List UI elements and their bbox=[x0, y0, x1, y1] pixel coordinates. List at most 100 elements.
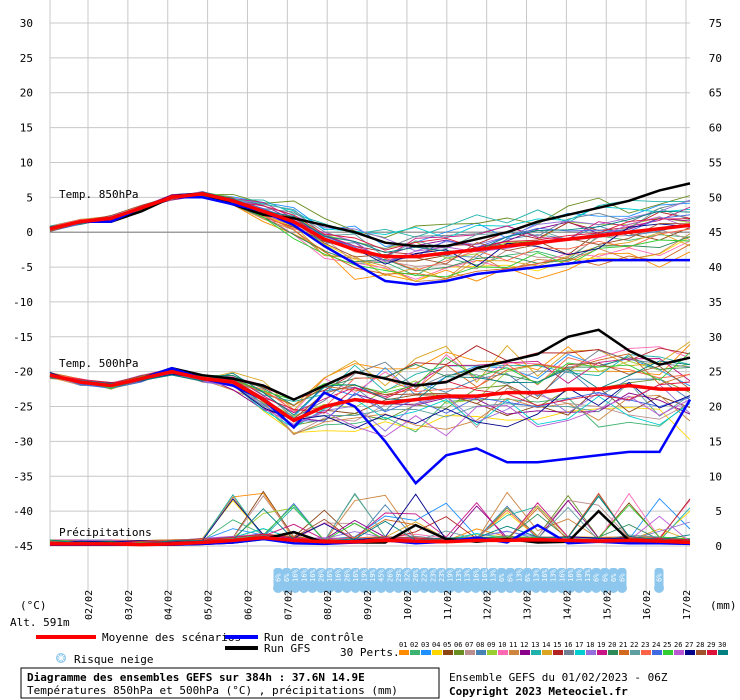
x-date-label: 09/02 bbox=[363, 590, 374, 620]
snow-risk-label: 13% bbox=[464, 569, 472, 582]
snow-risk-label: 19% bbox=[369, 569, 377, 582]
snow-risk-label: 26% bbox=[343, 569, 351, 582]
snow-risk-label: 16% bbox=[567, 569, 575, 582]
snow-risk-label: 16% bbox=[558, 569, 566, 582]
snow-risk-item: 23% bbox=[436, 568, 447, 593]
pert-swatch bbox=[487, 650, 497, 655]
snow-risk-label: 23% bbox=[429, 569, 437, 582]
right-tick-label: 70 bbox=[709, 52, 722, 65]
snow-risk-item: 16% bbox=[350, 568, 361, 593]
right-tick-label: 50 bbox=[709, 191, 722, 204]
snowflake-icon bbox=[410, 583, 421, 593]
snowflake-icon bbox=[393, 583, 404, 593]
snow-risk-item: 16% bbox=[333, 568, 344, 593]
panel-label-500: Temp. 500hPa bbox=[59, 357, 138, 370]
left-tick-label: -35 bbox=[13, 470, 33, 483]
snow-risk-label: 16% bbox=[352, 569, 360, 582]
snow-risk-label: 19% bbox=[361, 569, 369, 582]
left-tick-label: -15 bbox=[13, 331, 33, 344]
snow-risk-item: 13% bbox=[548, 568, 559, 593]
snow-risk-label: 16% bbox=[292, 569, 300, 582]
pert-number: 21 bbox=[619, 641, 627, 649]
right-tick-label: 25 bbox=[709, 366, 722, 379]
snow-risk-item: 6% bbox=[608, 568, 619, 593]
snowflake-icon bbox=[608, 583, 619, 593]
snow-risk-item: 16% bbox=[307, 568, 318, 593]
legend: Moyenne des scénarios Run de contrôle Ru… bbox=[36, 631, 728, 666]
snow-risk-label: 16% bbox=[300, 569, 308, 582]
pert-number: 15 bbox=[553, 641, 561, 649]
snowflake-icon bbox=[350, 583, 361, 593]
snowflake-icon bbox=[599, 583, 610, 593]
left-tick-label: 10 bbox=[20, 156, 33, 169]
pert-swatch bbox=[597, 650, 607, 655]
snow-risk-label: 19% bbox=[447, 569, 455, 582]
left-unit-label: (°C) bbox=[20, 599, 47, 612]
snowflake-icon bbox=[333, 583, 344, 593]
snow-risk-label: 13% bbox=[515, 569, 523, 582]
pert-swatch bbox=[531, 650, 541, 655]
snow-risk-label: 6% bbox=[593, 573, 601, 582]
pert-swatch bbox=[674, 650, 684, 655]
pert-swatch bbox=[685, 650, 695, 655]
right-tick-label: 60 bbox=[709, 122, 722, 135]
snow-risk-item: 6% bbox=[522, 568, 533, 593]
right-unit-label: (mm) bbox=[710, 599, 737, 612]
snow-risk-item: 26% bbox=[341, 568, 352, 593]
snowflake-icon bbox=[427, 583, 438, 593]
pert-number: 11 bbox=[509, 641, 517, 649]
pert-swatch bbox=[520, 650, 530, 655]
snow-risk-label: 16% bbox=[335, 569, 343, 582]
snow-risk-item: 19% bbox=[367, 568, 378, 593]
pert-number: 26 bbox=[674, 641, 682, 649]
snow-risk-item: 13% bbox=[582, 568, 593, 593]
snow-risk-item: 16% bbox=[470, 568, 481, 593]
x-date-label: 03/02 bbox=[124, 590, 135, 620]
pert-swatch bbox=[476, 650, 486, 655]
snowflake-icon bbox=[341, 583, 352, 593]
right-tick-label: 45 bbox=[709, 226, 722, 239]
pert-number: 09 bbox=[487, 641, 495, 649]
pert-swatch bbox=[421, 650, 431, 655]
pert-number: 22 bbox=[630, 641, 638, 649]
snowflake-icon bbox=[565, 583, 576, 593]
pert-number: 18 bbox=[586, 641, 594, 649]
pert-swatch bbox=[564, 650, 574, 655]
snow-risk-item: 10% bbox=[574, 568, 584, 593]
altitude-label: Alt. 591m bbox=[10, 616, 70, 629]
snow-risk-label: 6% bbox=[610, 573, 618, 582]
pert-swatch bbox=[619, 650, 629, 655]
pert-swatch bbox=[608, 650, 618, 655]
pert-number: 02 bbox=[410, 641, 418, 649]
pert-number: 29 bbox=[707, 641, 715, 649]
pert-number: 17 bbox=[575, 641, 583, 649]
pert-number: 08 bbox=[476, 641, 484, 649]
snow-risk-label: 6% bbox=[498, 573, 506, 582]
snow-risk-label: 6% bbox=[601, 573, 609, 582]
legend-gfs-label: Run GFS bbox=[264, 642, 310, 655]
grid bbox=[49, 0, 690, 602]
pert-swatch bbox=[641, 650, 651, 655]
left-tick-label: -10 bbox=[13, 296, 33, 309]
panel-label-precip: Précipitations bbox=[59, 526, 152, 539]
axes: 302520151050-5-10-15-20-25-30-35-40-4575… bbox=[13, 17, 722, 553]
pert-number: 07 bbox=[465, 641, 473, 649]
snow-risk-label: 26% bbox=[318, 569, 326, 582]
snow-risk-label: 13% bbox=[490, 569, 498, 582]
snowflake-icon bbox=[462, 583, 473, 593]
snowflake-icon bbox=[617, 583, 627, 593]
x-date-label: 08/02 bbox=[323, 590, 334, 620]
snowflake-icon bbox=[56, 653, 66, 663]
moyenne-des-sc-nariosline-850 bbox=[49, 192, 691, 259]
x-date-label: 13/02 bbox=[523, 590, 534, 620]
snow-risk-item: 16% bbox=[479, 568, 490, 593]
x-date-label: 04/02 bbox=[164, 590, 175, 620]
pert-line-precip bbox=[49, 495, 691, 545]
legend-mean-label: Moyenne des scénarios bbox=[102, 631, 241, 644]
pert-swatch bbox=[630, 650, 640, 655]
snow-risk-item: 6% bbox=[273, 568, 283, 593]
snowflake-icon bbox=[384, 583, 395, 593]
right-tick-label: 55 bbox=[709, 156, 722, 169]
x-date-labels: 02/02 03/02 04/02 05/02 06/02 07/02 08/02 09/02… bbox=[84, 590, 693, 620]
snowflake-icon bbox=[496, 583, 507, 593]
